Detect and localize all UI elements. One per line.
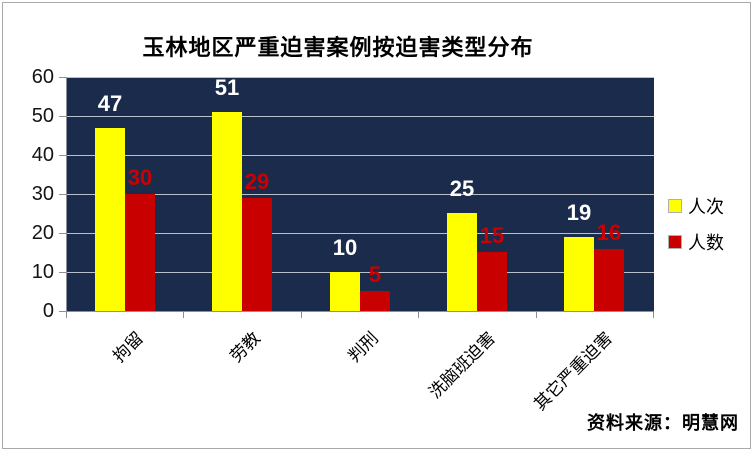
bar-value-label-renshu-4: 16 xyxy=(596,220,622,245)
bar-value-label-renci-4: 19 xyxy=(566,200,592,225)
y-axis-label-40: 40 xyxy=(31,144,54,166)
gridline-20 xyxy=(67,233,654,234)
y-axis-label-50: 50 xyxy=(31,105,54,127)
legend-swatch-renci xyxy=(668,199,682,213)
bar-renshu-0 xyxy=(125,194,155,311)
y-axis-label-10: 10 xyxy=(31,261,54,283)
legend-label-renci: 人次 xyxy=(688,197,724,217)
bar-renshu-1 xyxy=(242,198,272,311)
bar-value-label-renshu-3: 15 xyxy=(479,223,505,248)
bar-value-label-renshu-2: 5 xyxy=(368,262,382,287)
source-note: 资料来源：明慧网 xyxy=(587,413,739,433)
y-axis-label-0: 0 xyxy=(42,300,54,322)
bar-renci-4 xyxy=(564,237,594,311)
y-axis-tick-60 xyxy=(59,77,66,78)
gridline-30 xyxy=(67,194,654,195)
legend-item-renshu: 人数 xyxy=(668,229,724,255)
x-axis-category-label-2: 判刑 xyxy=(343,328,382,367)
x-axis-tick-0 xyxy=(66,312,67,318)
x-axis-tick-5 xyxy=(653,312,654,318)
x-axis-tick-4 xyxy=(536,312,537,318)
gridline-60 xyxy=(67,77,654,78)
y-axis-tick-20 xyxy=(59,233,66,234)
bar-value-label-renci-3: 25 xyxy=(449,176,475,201)
gridline-50 xyxy=(67,116,654,117)
x-axis-tick-2 xyxy=(301,312,302,318)
bar-renci-1 xyxy=(212,112,242,311)
bar-value-label-renshu-0: 30 xyxy=(127,165,153,190)
x-axis-category-label-0: 拘留 xyxy=(109,328,147,367)
bar-value-label-renci-0: 47 xyxy=(97,91,123,116)
bar-value-label-renci-2: 10 xyxy=(332,235,358,260)
bar-renshu-2 xyxy=(360,291,390,311)
bar-renshu-3 xyxy=(477,252,507,311)
y-axis-tick-10 xyxy=(59,272,66,273)
y-axis-tick-40 xyxy=(59,155,66,156)
y-axis-tick-50 xyxy=(59,116,66,117)
legend-label-renshu: 人数 xyxy=(688,233,724,253)
bar-renci-3 xyxy=(447,213,477,311)
legend-swatch-renshu xyxy=(668,235,682,249)
x-axis-tick-1 xyxy=(183,312,184,318)
bar-value-label-renci-1: 51 xyxy=(214,75,240,100)
x-axis-line xyxy=(60,311,654,312)
x-axis-category-label-4: 其它严重迫害 xyxy=(530,328,617,415)
x-axis-tick-3 xyxy=(418,312,419,318)
y-axis-tick-0 xyxy=(59,311,66,312)
x-axis-category-label-1: 劳教 xyxy=(226,328,265,367)
legend-item-renci: 人次 xyxy=(668,193,724,219)
gridline-10 xyxy=(67,272,654,273)
bar-renci-2 xyxy=(330,272,360,311)
y-axis-label-20: 20 xyxy=(31,222,54,244)
plot-area xyxy=(66,77,654,311)
chart-title: 玉林地区严重迫害案例按迫害类型分布 xyxy=(142,35,534,60)
y-axis-label-60: 60 xyxy=(31,66,54,88)
gridline-40 xyxy=(67,155,654,156)
y-axis-label-30: 30 xyxy=(31,183,54,205)
x-axis-category-label-3: 洗脑班迫害 xyxy=(425,328,499,403)
y-axis-tick-30 xyxy=(59,194,66,195)
bar-renci-0 xyxy=(95,128,125,311)
bar-renshu-4 xyxy=(594,249,624,311)
bar-value-label-renshu-1: 29 xyxy=(244,169,270,194)
